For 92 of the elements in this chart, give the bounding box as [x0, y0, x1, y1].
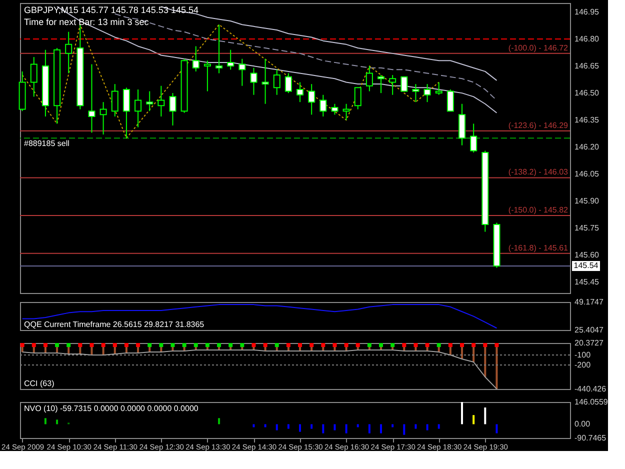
candlestick	[134, 88, 142, 128]
y-tick-label: -200	[574, 360, 592, 370]
y-tick-label: 146.65	[574, 62, 600, 71]
line-series	[22, 24, 440, 139]
annotation: (-150.0) - 145.82	[508, 206, 569, 215]
candlestick	[331, 103, 338, 116]
candlestick	[238, 58, 246, 86]
bar	[299, 424, 302, 432]
ref-line-label: 145.54	[574, 260, 599, 270]
y-tick-label: 25.4047	[574, 326, 604, 334]
y-tick-label: 146.35	[574, 116, 600, 125]
y-tick-label: -90.7465	[574, 434, 607, 442]
candlestick	[389, 74, 396, 96]
bar	[264, 424, 266, 428]
candlestick	[366, 66, 373, 92]
bar	[438, 424, 440, 429]
candlestick	[88, 64, 96, 134]
y-tick-label: 145.60	[574, 250, 600, 260]
text: QQE Current Timeframe 26.5615 29.8217 31.8365	[24, 320, 205, 329]
bar	[356, 424, 359, 428]
y-tick-label: 0.00	[574, 420, 591, 429]
chart-title: NVO (10) -59.7315 0.0000 0.0000 0.0000 0.0000	[24, 404, 199, 413]
candlestick	[320, 94, 327, 117]
y-tick-label: 146.80	[574, 34, 600, 44]
candlestick	[216, 24, 223, 74]
candlestick	[111, 84, 118, 117]
y-tick-label: 145.45	[574, 278, 600, 287]
bar	[287, 424, 290, 429]
candlestick	[458, 103, 466, 146]
candlestick	[446, 88, 454, 112]
candlestick	[250, 67, 258, 96]
y-tick-label: 145.75	[574, 224, 600, 233]
candlestick	[378, 74, 385, 94]
candlestick	[227, 49, 234, 70]
ref-line-label: #889185 sell	[24, 139, 70, 148]
candlestick	[146, 90, 154, 112]
candlestick	[122, 87, 130, 139]
annotation: (-123.6) - 146.29	[508, 120, 569, 130]
annotation: (-161.8) - 145.61	[508, 243, 569, 252]
y-tick-label: 20.3727	[574, 338, 604, 348]
y-tick-label: -440.426	[574, 384, 607, 394]
candlestick	[192, 46, 200, 72]
y-tick-label: 145.90	[574, 196, 600, 206]
y-tick-label: 146.05	[574, 170, 600, 179]
candlestick	[284, 72, 292, 94]
candlestick	[424, 84, 431, 103]
bar	[322, 424, 324, 434]
bar	[426, 424, 428, 430]
text: CCI (63)	[24, 379, 55, 388]
candlestick	[354, 87, 362, 110]
y-tick-label: 146.20	[574, 142, 600, 152]
bar	[334, 424, 336, 430]
bar	[380, 424, 382, 434]
candlestick	[470, 123, 478, 154]
bar	[392, 424, 394, 428]
candlestick	[169, 92, 176, 126]
candlestick	[30, 56, 38, 98]
candlestick	[435, 82, 442, 96]
candlestick	[342, 103, 350, 121]
candlestick	[65, 31, 72, 74]
candlestick	[204, 60, 211, 92]
bar	[276, 424, 278, 430]
bar	[44, 418, 46, 424]
bar	[472, 415, 475, 424]
line-series	[22, 350, 498, 390]
candlestick	[308, 84, 316, 116]
bar	[403, 424, 406, 435]
annotation: (-100.0) - 146.72	[508, 43, 569, 52]
bar	[218, 418, 220, 424]
line-series	[22, 304, 498, 329]
candlestick	[158, 85, 165, 117]
y-tick-label: 146.50	[574, 88, 600, 98]
bar	[461, 402, 464, 424]
bar	[310, 424, 313, 429]
bar	[345, 424, 348, 434]
y-tick-label: 49.1747	[574, 298, 604, 306]
candlestick	[262, 58, 269, 104]
y-tick-label: 146.95	[574, 8, 600, 17]
y-tick-label: 146.0559	[574, 398, 608, 406]
bar	[484, 407, 486, 424]
bar	[414, 424, 417, 429]
bar	[496, 424, 498, 434]
bar	[252, 424, 255, 428]
y-tick-label: -100	[574, 350, 592, 360]
candlestick	[412, 84, 420, 103]
bar	[56, 420, 58, 424]
candlestick	[400, 76, 408, 92]
candlestick	[296, 82, 304, 103]
candlestick	[273, 69, 280, 96]
annotation: (-138.2) - 146.03	[508, 168, 569, 177]
bar	[368, 424, 370, 434]
candlestick	[100, 102, 107, 135]
